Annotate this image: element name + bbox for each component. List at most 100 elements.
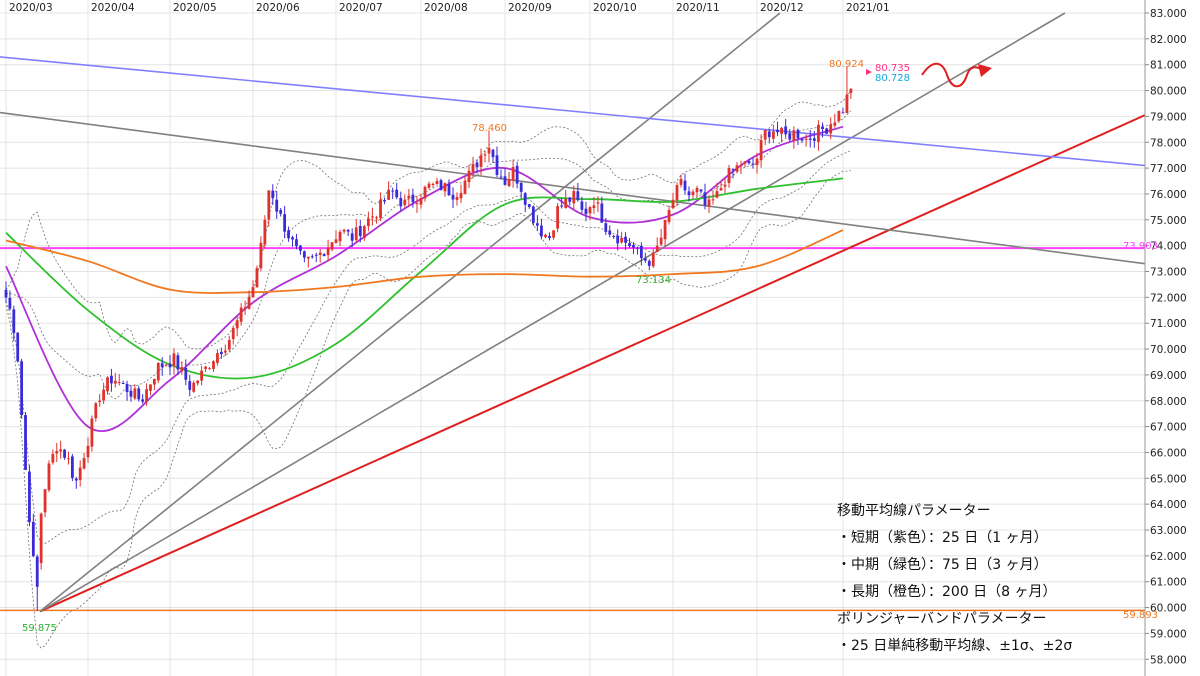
- candle-body: [102, 389, 106, 401]
- candle-body: [467, 170, 471, 183]
- candle-body: [152, 378, 156, 385]
- candle-body: [655, 245, 659, 252]
- candle-body: [291, 237, 294, 240]
- candle-body: [796, 129, 800, 139]
- y-tick-label: 74.000: [1150, 241, 1187, 253]
- candle-body: [259, 242, 263, 269]
- candle-body: [808, 138, 812, 140]
- candle-body: [636, 247, 639, 249]
- candle-body: [699, 189, 703, 192]
- candle-body: [463, 180, 467, 194]
- candle-body: [51, 453, 55, 463]
- candle-body: [663, 220, 667, 240]
- sma-mid-line: [5, 177, 844, 380]
- candle-body: [20, 361, 24, 416]
- label-peak-sep: 78.460: [472, 123, 507, 134]
- candle-body: [251, 287, 255, 298]
- candle-body: [731, 169, 735, 171]
- candle-body: [784, 126, 788, 135]
- candle-body: [632, 244, 635, 248]
- x-tick-label: 2021/01: [846, 2, 890, 14]
- candle-body: [483, 154, 487, 156]
- candle-body: [121, 382, 125, 384]
- candle-body: [540, 225, 543, 237]
- legend-line-bb-title: ボリンジャーバンドパラメーター: [837, 611, 1047, 627]
- candle-body: [544, 234, 547, 238]
- last-price-marker-icon: [866, 69, 872, 75]
- candle-body: [487, 147, 491, 154]
- candle-body: [719, 188, 723, 191]
- candle-body: [788, 133, 792, 140]
- legend-line-short: ・短期（紫色）：25 日（1 ヶ月）: [837, 530, 1048, 546]
- trend-line-red: [39, 114, 1146, 613]
- candle-body: [600, 203, 604, 223]
- candle-body: [499, 176, 503, 178]
- candle-body: [507, 179, 511, 186]
- candle-body: [612, 235, 616, 237]
- candle-body: [804, 138, 808, 140]
- x-tick-label: 2020/11: [676, 2, 720, 14]
- candle-body: [387, 189, 391, 200]
- candle-body: [24, 415, 27, 470]
- candle-body: [759, 140, 763, 161]
- candle-body: [837, 111, 841, 121]
- candle-body: [564, 198, 568, 208]
- candle-body: [196, 380, 200, 384]
- bollinger-upper-2sigma: [5, 90, 852, 350]
- candle-body: [212, 361, 215, 369]
- candle-body: [63, 449, 66, 458]
- candle-body: [491, 149, 495, 158]
- candle-body: [415, 203, 419, 205]
- candle-body: [86, 445, 90, 458]
- y-tick-label: 82.000: [1150, 34, 1187, 46]
- candle-body: [204, 366, 207, 369]
- candle-body: [326, 247, 330, 256]
- candle-body: [192, 382, 196, 392]
- candle-body: [184, 367, 188, 380]
- y-tick-label: 58.000: [1150, 654, 1187, 666]
- label-hline-orange: 59.893: [1123, 610, 1158, 621]
- candle-body: [235, 320, 239, 329]
- candle-body: [55, 450, 59, 454]
- candle-body: [223, 350, 227, 353]
- parameter-legend: 移動平均線パラメーター ・短期（紫色）：25 日（1 ヶ月） ・中期（緑色）：7…: [837, 498, 1107, 660]
- x-tick-label: 2020/08: [424, 2, 468, 14]
- candle-body: [379, 199, 382, 219]
- y-tick-label: 62.000: [1150, 551, 1187, 563]
- candle-body: [82, 458, 86, 469]
- candle-body: [667, 209, 671, 222]
- candle-body: [310, 256, 314, 258]
- candle-body: [407, 195, 411, 199]
- candle-body: [592, 205, 596, 208]
- candle-body: [703, 192, 707, 206]
- y-tick-label: 72.000: [1150, 292, 1187, 304]
- trend-line-gray-down: [0, 111, 1146, 265]
- candle-body: [74, 478, 78, 481]
- candle-body: [459, 192, 463, 199]
- candle-body: [763, 129, 767, 140]
- x-tick-label: 2020/12: [760, 2, 804, 14]
- candle-body: [35, 556, 39, 587]
- candle-body: [176, 355, 180, 370]
- candle-body: [94, 403, 98, 419]
- candle-body: [776, 129, 779, 133]
- candle-body: [117, 382, 121, 384]
- candle-body: [515, 165, 519, 184]
- candle-body: [675, 185, 679, 201]
- candle-body: [39, 513, 43, 564]
- candle-body: [200, 370, 204, 381]
- candle-body: [451, 194, 455, 200]
- candle-body: [616, 235, 620, 244]
- candle-body: [495, 155, 499, 175]
- candle-body: [342, 229, 346, 232]
- candle-body: [125, 383, 129, 392]
- candle-body: [503, 176, 507, 185]
- legend-line-bb-params: ・25 日単純移動平均線、±1σ、±2σ: [837, 638, 1073, 654]
- candle-body: [531, 206, 535, 223]
- y-tick-label: 61.000: [1150, 577, 1187, 589]
- candle-body: [267, 190, 271, 220]
- candle-body: [358, 225, 362, 237]
- y-tick-label: 79.000: [1150, 111, 1187, 123]
- candle-body: [16, 332, 20, 362]
